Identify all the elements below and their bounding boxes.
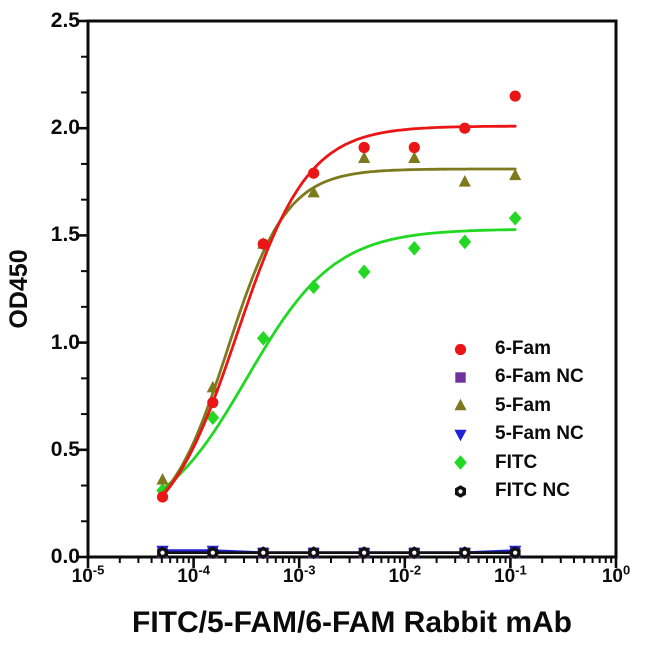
fit-curve <box>161 124 517 497</box>
legend-item-fitc: FITC <box>452 452 537 474</box>
legend-marker <box>455 372 466 383</box>
data-point-marker <box>459 122 471 134</box>
x-tick-label: 10-3 <box>282 562 316 587</box>
legend-marker <box>454 398 467 411</box>
data-point-marker <box>206 410 220 425</box>
x-tick-label: 10-5 <box>71 562 105 587</box>
series-5-fam <box>156 151 522 495</box>
data-point-marker <box>207 397 219 409</box>
data-point-marker <box>358 151 371 164</box>
legend-label: 6-Fam <box>495 338 551 359</box>
data-point-marker <box>408 151 421 164</box>
legend-item-5-fam-nc: 5-Fam NC <box>452 423 584 445</box>
data-point-marker <box>307 279 320 295</box>
legend-label: 6-Fam NC <box>495 366 584 388</box>
y-tick-label: 1.5 <box>50 223 80 247</box>
legend-label: FITC <box>495 451 538 473</box>
square-icon <box>455 372 466 383</box>
triangle-down-icon <box>454 429 467 441</box>
legend-item-fitc-nc: FITC NC <box>452 480 570 502</box>
y-tick-label: 2.0 <box>50 116 80 140</box>
legend-item-6-fam-nc: 6-Fam NC <box>452 366 584 388</box>
legend-item-6-fam: 6-Fam <box>452 338 551 360</box>
y-tick-label: 0.5 <box>50 437 80 461</box>
legend-marker <box>454 343 467 355</box>
series-6-fam <box>156 90 521 503</box>
data-point-marker <box>206 380 219 393</box>
hexagon-dot-hole <box>462 550 467 555</box>
data-point-marker <box>408 141 420 154</box>
fit-curve <box>161 167 517 495</box>
legend-label: 5-Fam NC <box>495 423 584 445</box>
hexagon-dot-hole <box>458 488 463 494</box>
data-point-marker <box>256 331 270 346</box>
data-point-marker <box>257 238 269 250</box>
series-fitc-nc <box>157 546 521 559</box>
x-tick-label: 100 <box>601 562 631 587</box>
hexagon-dot-hole <box>362 550 367 555</box>
legend-item-5-fam: 5-Fam <box>452 395 551 417</box>
triangle-up-icon <box>454 398 467 411</box>
y-axis-label: OD450 <box>5 249 33 329</box>
data-point-marker <box>407 240 421 256</box>
data-point-marker <box>156 473 169 485</box>
hexagon-dot-hole <box>210 550 215 555</box>
hexagon-dot-hole <box>412 550 417 555</box>
series-fitc <box>156 210 522 498</box>
data-point-marker <box>508 210 522 226</box>
x-tick-label: 10-4 <box>177 562 210 587</box>
data-point-marker <box>509 168 522 181</box>
data-point-marker <box>357 264 371 280</box>
hexagon-dot-hole <box>160 550 165 555</box>
circle-icon <box>454 343 467 355</box>
hexagon-dot-hole <box>513 550 518 555</box>
legend-label: 5-Fam <box>495 394 551 416</box>
y-tick-label: 1.0 <box>50 330 80 354</box>
hexagon-dot-icon <box>455 484 466 498</box>
diamond-icon <box>454 455 467 470</box>
data-point-marker <box>308 167 320 179</box>
y-tick-label: 0.0 <box>50 545 80 568</box>
data-point-marker <box>458 234 472 250</box>
legend-marker <box>454 455 467 470</box>
x-tick-label: 10-2 <box>388 562 422 587</box>
hexagon-dot-hole <box>261 550 266 555</box>
y-tick-label: 2.5 <box>50 9 80 32</box>
data-point-marker <box>509 90 521 102</box>
x-tick-label: 10-1 <box>494 562 527 587</box>
plot-frame <box>86 19 618 559</box>
legend-label: FITC NC <box>495 480 570 501</box>
legend-marker <box>454 429 467 441</box>
data-point-marker <box>307 185 320 198</box>
x-axis-title: FITC/5-FAM/6-FAM Rabbit mAb <box>132 606 572 639</box>
y-axis-ticks <box>76 19 88 559</box>
data-point-marker <box>358 141 370 154</box>
x-axis-ticks <box>86 557 618 568</box>
hexagon-dot-hole <box>311 550 316 555</box>
data-point-marker <box>458 175 471 187</box>
fit-curve <box>161 228 517 491</box>
data-point-marker <box>156 491 169 503</box>
